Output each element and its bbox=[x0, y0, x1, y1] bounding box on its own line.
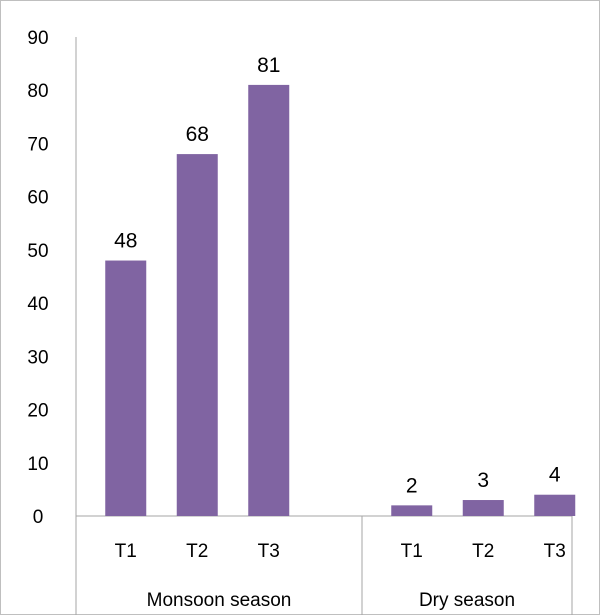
y-tick-label: 0 bbox=[33, 507, 44, 528]
data-label: 48 bbox=[114, 230, 137, 253]
y-tick-label: 30 bbox=[27, 347, 48, 368]
bar bbox=[105, 260, 147, 516]
x-tick-label: T3 bbox=[258, 541, 280, 562]
x-tick-label: T1 bbox=[401, 541, 423, 562]
x-tick-label: T3 bbox=[544, 541, 566, 562]
bar bbox=[248, 84, 290, 517]
y-tick-label: 10 bbox=[27, 454, 48, 475]
y-tick-label: 80 bbox=[27, 81, 48, 102]
y-tick-label: 40 bbox=[27, 294, 48, 315]
bar bbox=[391, 505, 433, 516]
y-tick-label: 60 bbox=[27, 188, 48, 209]
data-label: 4 bbox=[549, 464, 561, 487]
y-tick-label: 20 bbox=[27, 401, 48, 422]
data-label: 81 bbox=[257, 54, 280, 77]
y-tick-label: 50 bbox=[27, 241, 48, 262]
data-label: 68 bbox=[186, 123, 209, 146]
data-label: 2 bbox=[406, 474, 418, 497]
bar bbox=[462, 500, 504, 516]
group-label: Monsoon season bbox=[147, 590, 292, 611]
x-tick-label: T1 bbox=[115, 541, 137, 562]
group-label: Dry season bbox=[419, 590, 515, 611]
x-tick-label: T2 bbox=[472, 541, 494, 562]
x-tick-label: T2 bbox=[186, 541, 208, 562]
y-tick-label: 90 bbox=[27, 28, 48, 49]
bar bbox=[534, 494, 576, 516]
bar bbox=[176, 154, 218, 517]
data-label: 3 bbox=[477, 469, 489, 492]
y-tick-label: 70 bbox=[27, 134, 48, 155]
